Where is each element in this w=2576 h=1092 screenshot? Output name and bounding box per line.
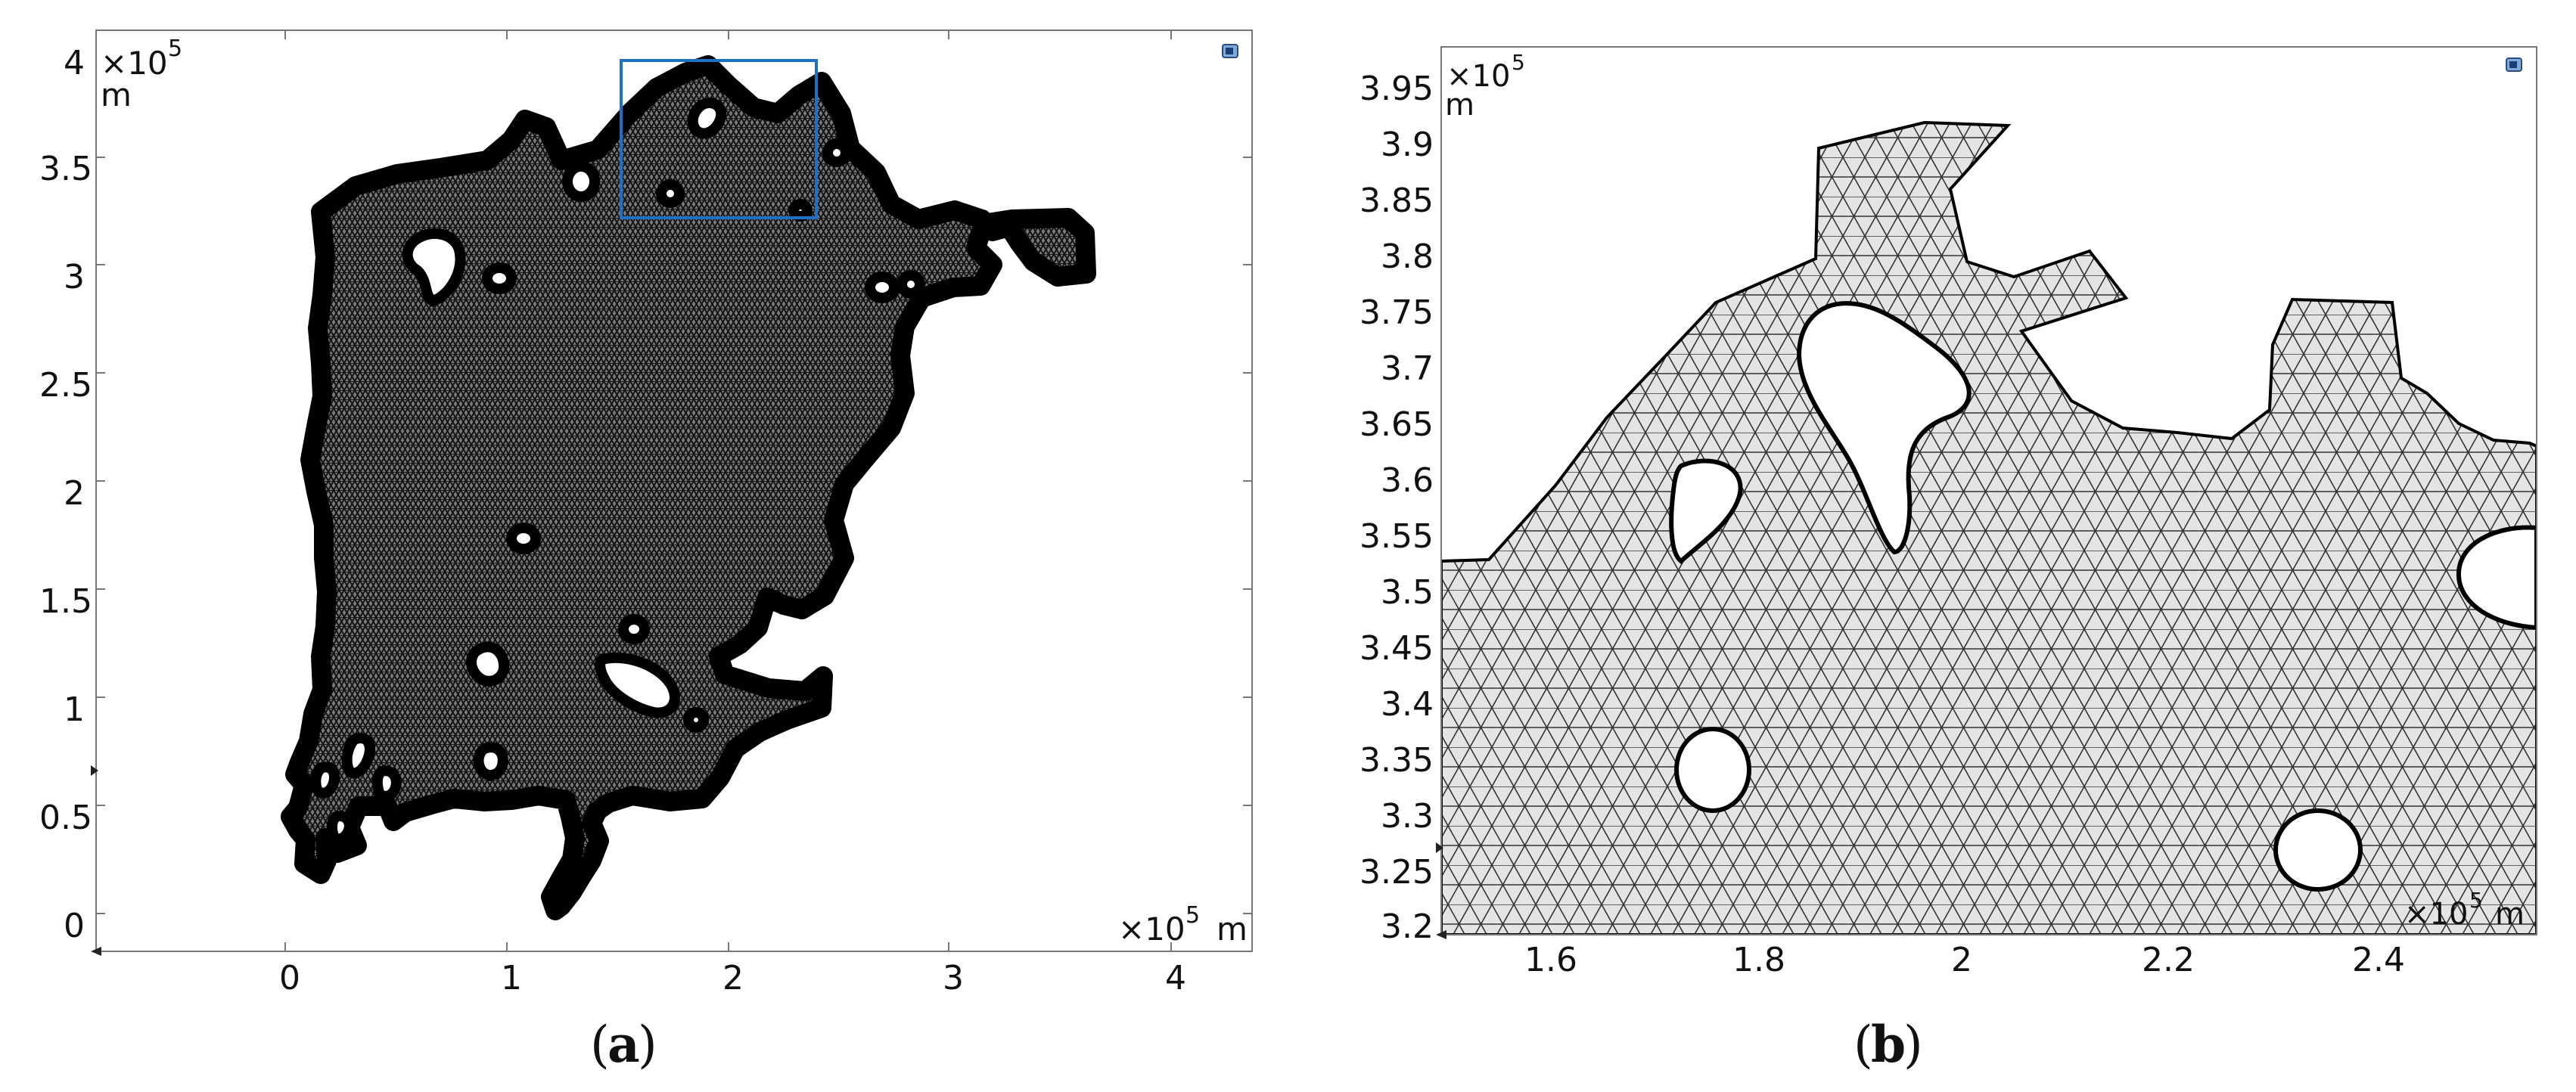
x-unit-label: m bbox=[2495, 897, 2525, 932]
x-unit-label: m bbox=[1217, 911, 1248, 948]
y-tick-label: 3.8 bbox=[1381, 237, 1434, 276]
panel-a-y-exponent: ×10 5 m bbox=[101, 36, 182, 113]
panel-a-caption: ( a ) bbox=[590, 1015, 657, 1074]
panel-a-x-exponent: ×10 5 m bbox=[1118, 902, 1248, 948]
y-tick-label: 3.6 bbox=[1381, 461, 1434, 500]
panel-a-mesh-domain bbox=[281, 55, 1096, 920]
y-tick-label: 1.5 bbox=[39, 582, 92, 621]
panel-a-view-icon bbox=[1222, 44, 1238, 58]
panel-b-holes bbox=[1669, 301, 2537, 892]
y-tick-label: 3.9 bbox=[1381, 126, 1434, 164]
x-exponent-label: ×10 bbox=[1118, 911, 1185, 948]
x-tick-label: 0 bbox=[279, 959, 300, 997]
y-tick-label: 4 bbox=[64, 44, 85, 82]
y-tick-label: 3.25 bbox=[1359, 853, 1434, 892]
y-tick-label: 3.7 bbox=[1381, 349, 1434, 388]
panel-a-y-arrow-icon bbox=[91, 765, 98, 776]
x-tick-label: 2.2 bbox=[2142, 941, 2195, 979]
x-tick-label: 3 bbox=[943, 959, 964, 997]
x-tick-label: 4 bbox=[1165, 959, 1186, 997]
y-tick-label: 3.65 bbox=[1359, 405, 1434, 444]
panel-a-y-tick-labels: 4 3.5 3 2.5 2 1.5 1 0.5 0 bbox=[39, 44, 92, 945]
panel-a-frame-ticks bbox=[96, 30, 1252, 951]
y-tick-label: 3 bbox=[64, 258, 85, 296]
caption-letter: a bbox=[607, 1015, 640, 1074]
y-exponent-power: 5 bbox=[1512, 50, 1525, 75]
y-tick-label: 3.2 bbox=[1381, 907, 1434, 946]
x-tick-label: 1.8 bbox=[1732, 941, 1785, 979]
y-exponent-power: 5 bbox=[168, 36, 182, 62]
y-tick-label: 0.5 bbox=[39, 799, 92, 837]
caption-open: ( bbox=[1854, 1016, 1873, 1074]
y-unit-label: m bbox=[101, 76, 132, 113]
y-tick-label: 3.85 bbox=[1359, 181, 1434, 220]
y-tick-label: 3.5 bbox=[39, 150, 92, 188]
caption-close: ) bbox=[1903, 1016, 1923, 1074]
x-tick-label: 2.4 bbox=[2352, 941, 2405, 979]
panel-a-x-arrow-icon bbox=[91, 947, 101, 956]
panel-b-frame bbox=[1440, 46, 2537, 935]
panel-a-x-tick-labels: 0 1 2 3 4 bbox=[279, 959, 1186, 997]
y-tick-label: 3.55 bbox=[1359, 517, 1434, 556]
y-tick-label: 3.35 bbox=[1359, 741, 1434, 780]
panel-b-x-tick-labels: 1.6 1.8 2 2.2 2.4 bbox=[1524, 941, 2405, 979]
x-tick-label: 2 bbox=[722, 959, 744, 997]
y-tick-label: 3.5 bbox=[1381, 573, 1434, 612]
y-tick-label: 3.4 bbox=[1381, 685, 1434, 724]
x-tick-label: 2 bbox=[1951, 941, 1972, 979]
y-exponent-label: ×10 bbox=[101, 45, 168, 82]
y-tick-label: 3.95 bbox=[1359, 70, 1434, 108]
panel-a-holes bbox=[310, 98, 925, 845]
x-tick-label: 1 bbox=[501, 959, 522, 997]
panel-b-y-exponent: ×10 5 m bbox=[1445, 50, 1525, 123]
y-tick-label: 0 bbox=[64, 907, 85, 945]
caption-open: ( bbox=[590, 1016, 610, 1074]
y-tick-label: 3.45 bbox=[1359, 629, 1434, 668]
y-tick-label: 1 bbox=[64, 690, 85, 729]
panel-b-x-arrow-icon bbox=[1436, 930, 1446, 939]
caption-letter: b bbox=[1871, 1015, 1906, 1074]
panel-b-view-icon bbox=[2506, 57, 2522, 72]
panel-b-y-arrow-icon bbox=[1436, 842, 1443, 853]
x-tick-label: 1.6 bbox=[1524, 941, 1577, 979]
panel-b-caption: ( b ) bbox=[1854, 1015, 1923, 1074]
panel-b-x-exponent: ×10 5 m bbox=[2404, 888, 2525, 932]
x-exponent-power: 5 bbox=[2469, 888, 2483, 913]
panel-b-y-tick-labels: 3.95 3.9 3.85 3.8 3.75 3.7 3.65 3.6 3.55… bbox=[1359, 70, 1434, 946]
caption-close: ) bbox=[638, 1016, 657, 1074]
y-tick-label: 3.75 bbox=[1359, 293, 1434, 332]
panel-a: 0 1 2 3 4 4 3.5 3 2.5 2 1.5 1 0.5 0 ×10 … bbox=[39, 29, 1253, 1074]
y-unit-label: m bbox=[1445, 88, 1474, 123]
y-tick-label: 2.5 bbox=[39, 366, 92, 405]
x-exponent-power: 5 bbox=[1185, 902, 1200, 929]
panel-a-zoom-box bbox=[620, 59, 818, 219]
panel-b: 1.6 1.8 2 2.2 2.4 3.95 3.9 3.85 3.8 3.75… bbox=[1359, 46, 2537, 1074]
y-tick-label: 3.3 bbox=[1381, 797, 1434, 836]
x-exponent-label: ×10 bbox=[2404, 897, 2468, 932]
y-exponent-label: ×10 bbox=[1446, 59, 1510, 94]
y-tick-label: 2 bbox=[64, 474, 85, 513]
